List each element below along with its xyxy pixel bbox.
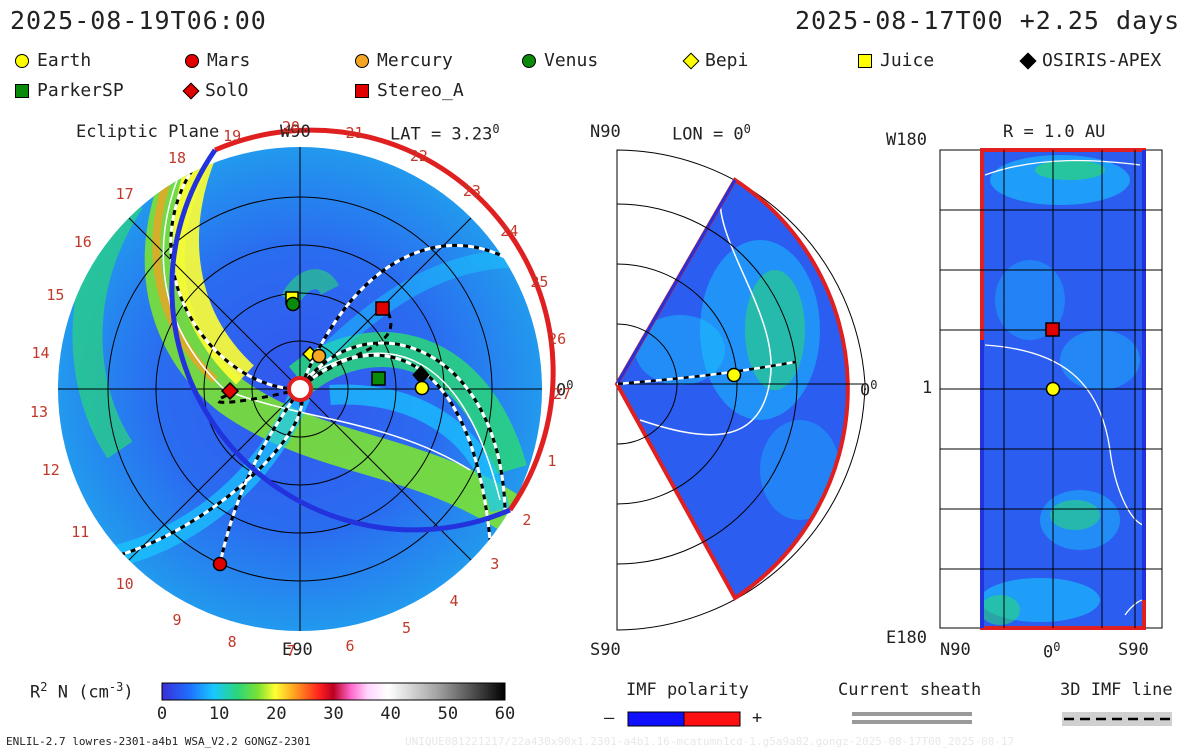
- imf-line-title: 3D IMF line: [1060, 680, 1173, 700]
- rim-number: 17: [115, 185, 134, 204]
- rim-number: 4: [449, 591, 459, 610]
- meridional-lon: LON = 00: [672, 122, 751, 145]
- legend-label: Mercury: [377, 50, 453, 71]
- colorbar: [161, 682, 506, 701]
- imf-plus: +: [752, 708, 763, 728]
- legend-item-mars: Mars: [185, 50, 250, 71]
- rim-number: 13: [29, 402, 49, 421]
- colorbar-tick-label: 40: [380, 704, 401, 724]
- rim-number: 23: [462, 182, 481, 201]
- rim-number: 6: [345, 637, 355, 656]
- radial-bottom-zero: 00: [1043, 640, 1061, 663]
- circle-marker-icon: [185, 53, 199, 68]
- imf-polarity-bar: [627, 711, 741, 727]
- rim-number: 12: [41, 460, 60, 479]
- rim-number: 15: [46, 286, 65, 305]
- colorbar-tick-label: 60: [494, 704, 516, 724]
- ecliptic-right-label: 00: [556, 378, 574, 401]
- square-marker-icon: [15, 83, 29, 98]
- radial-bottom-left: E180: [886, 628, 927, 648]
- rim-number: 25: [530, 273, 549, 292]
- meridional-right-label: 00: [860, 378, 878, 401]
- legend-item-stereo-a: Stereo_A: [355, 80, 464, 101]
- radial-mid-left: 1: [922, 378, 933, 398]
- footer-model: ENLIL-2.7 lowres-2301-a4b1 WSA_V2.2 GONG…: [6, 735, 311, 748]
- imf-minus: –: [604, 708, 615, 728]
- legend-item-venus: Venus: [522, 50, 598, 71]
- colorbar-tick-label: 20: [266, 704, 287, 724]
- square-marker-icon: [355, 83, 369, 98]
- meridional-bottom-label: S90: [590, 640, 621, 660]
- run-time: 2025-08-17T00 +2.25 days: [795, 6, 1181, 35]
- legend-item-juice: Juice: [858, 50, 934, 71]
- colorbar-label: R2 N (cm-3): [30, 680, 134, 703]
- rim-number: 27: [552, 384, 571, 403]
- radial-bottom-n90: N90: [940, 640, 971, 660]
- rim-number: 18: [167, 148, 187, 167]
- meridional-top-label: N90: [590, 122, 621, 142]
- current-sheath-symbol: [852, 712, 972, 724]
- radial-title: R = 1.0 AU: [1003, 122, 1106, 142]
- legend-item-solo: SolO: [182, 80, 249, 101]
- rim-number: 3: [490, 555, 500, 574]
- ecliptic-panel: [58, 127, 556, 631]
- rim-number: 14: [31, 343, 50, 362]
- legend-item-earth: Earth: [15, 50, 91, 71]
- meridional-panel: [614, 149, 866, 631]
- footer-run-id: UNIQUE081221217/22a430x90x1.2301-a4b1.16…: [405, 735, 1015, 748]
- rim-number: 7: [286, 641, 296, 660]
- legend-item-parkersp: ParkerSP: [15, 80, 124, 101]
- ecliptic-bottom-label: E90: [282, 640, 313, 660]
- legend-label: OSIRIS-APEX: [1042, 50, 1162, 71]
- legend-label: Juice: [880, 50, 935, 71]
- rim-number: 8: [227, 633, 237, 652]
- colorbar-tick-label: 50: [437, 704, 459, 724]
- radial-bottom-s90: S90: [1118, 640, 1149, 660]
- colorbar-tick-label: 30: [323, 704, 344, 724]
- radial-top-left: W180: [886, 130, 927, 150]
- rim-number: 9: [172, 611, 182, 630]
- current-sheath-title: Current sheath: [838, 680, 982, 700]
- rim-number: 24: [500, 222, 519, 241]
- legend-label: ParkerSP: [37, 80, 124, 101]
- rim-number: 11: [71, 522, 90, 541]
- model-time: 2025-08-19T06:00: [10, 6, 267, 35]
- colorbar-tick-label: 0: [156, 704, 168, 724]
- rim-number: 22: [409, 146, 428, 165]
- legend-item-bepi: Bepi: [682, 50, 749, 71]
- imf-line-symbol: [1062, 712, 1172, 726]
- legend-label: Venus: [544, 50, 599, 71]
- circle-marker-icon: [355, 53, 369, 68]
- legend-item-osiris-apex: OSIRIS-APEX: [1019, 50, 1162, 71]
- legend-label: Stereo_A: [377, 80, 464, 101]
- circle-marker-icon: [15, 53, 29, 68]
- rim-number: 10: [115, 574, 134, 593]
- ecliptic-top-label: W90: [280, 122, 311, 142]
- rim-number: 21: [345, 123, 364, 142]
- legend-label: SolO: [205, 80, 249, 101]
- legend-label: Earth: [37, 50, 92, 71]
- colorbar-tick-label: 10: [208, 704, 230, 724]
- legend-label: Mars: [207, 50, 251, 71]
- rim-number: 16: [73, 233, 92, 252]
- rim-number: 1: [547, 452, 557, 471]
- rim-number: 20: [281, 118, 300, 137]
- ecliptic-lat: LAT = 3.230: [390, 122, 500, 145]
- ecliptic-title: Ecliptic Plane: [76, 122, 220, 142]
- rim-number: 26: [548, 330, 567, 348]
- radial-panel: [939, 148, 1163, 630]
- imf-polarity-title: IMF polarity: [626, 680, 749, 700]
- legend-item-mercury: Mercury: [355, 50, 453, 71]
- circle-marker-icon: [522, 53, 536, 68]
- rim-number: 2: [522, 511, 532, 529]
- rim-number: 19: [223, 126, 242, 145]
- legend-label: Bepi: [705, 50, 749, 71]
- rim-number: 5: [402, 619, 412, 638]
- square-marker-icon: [858, 53, 872, 68]
